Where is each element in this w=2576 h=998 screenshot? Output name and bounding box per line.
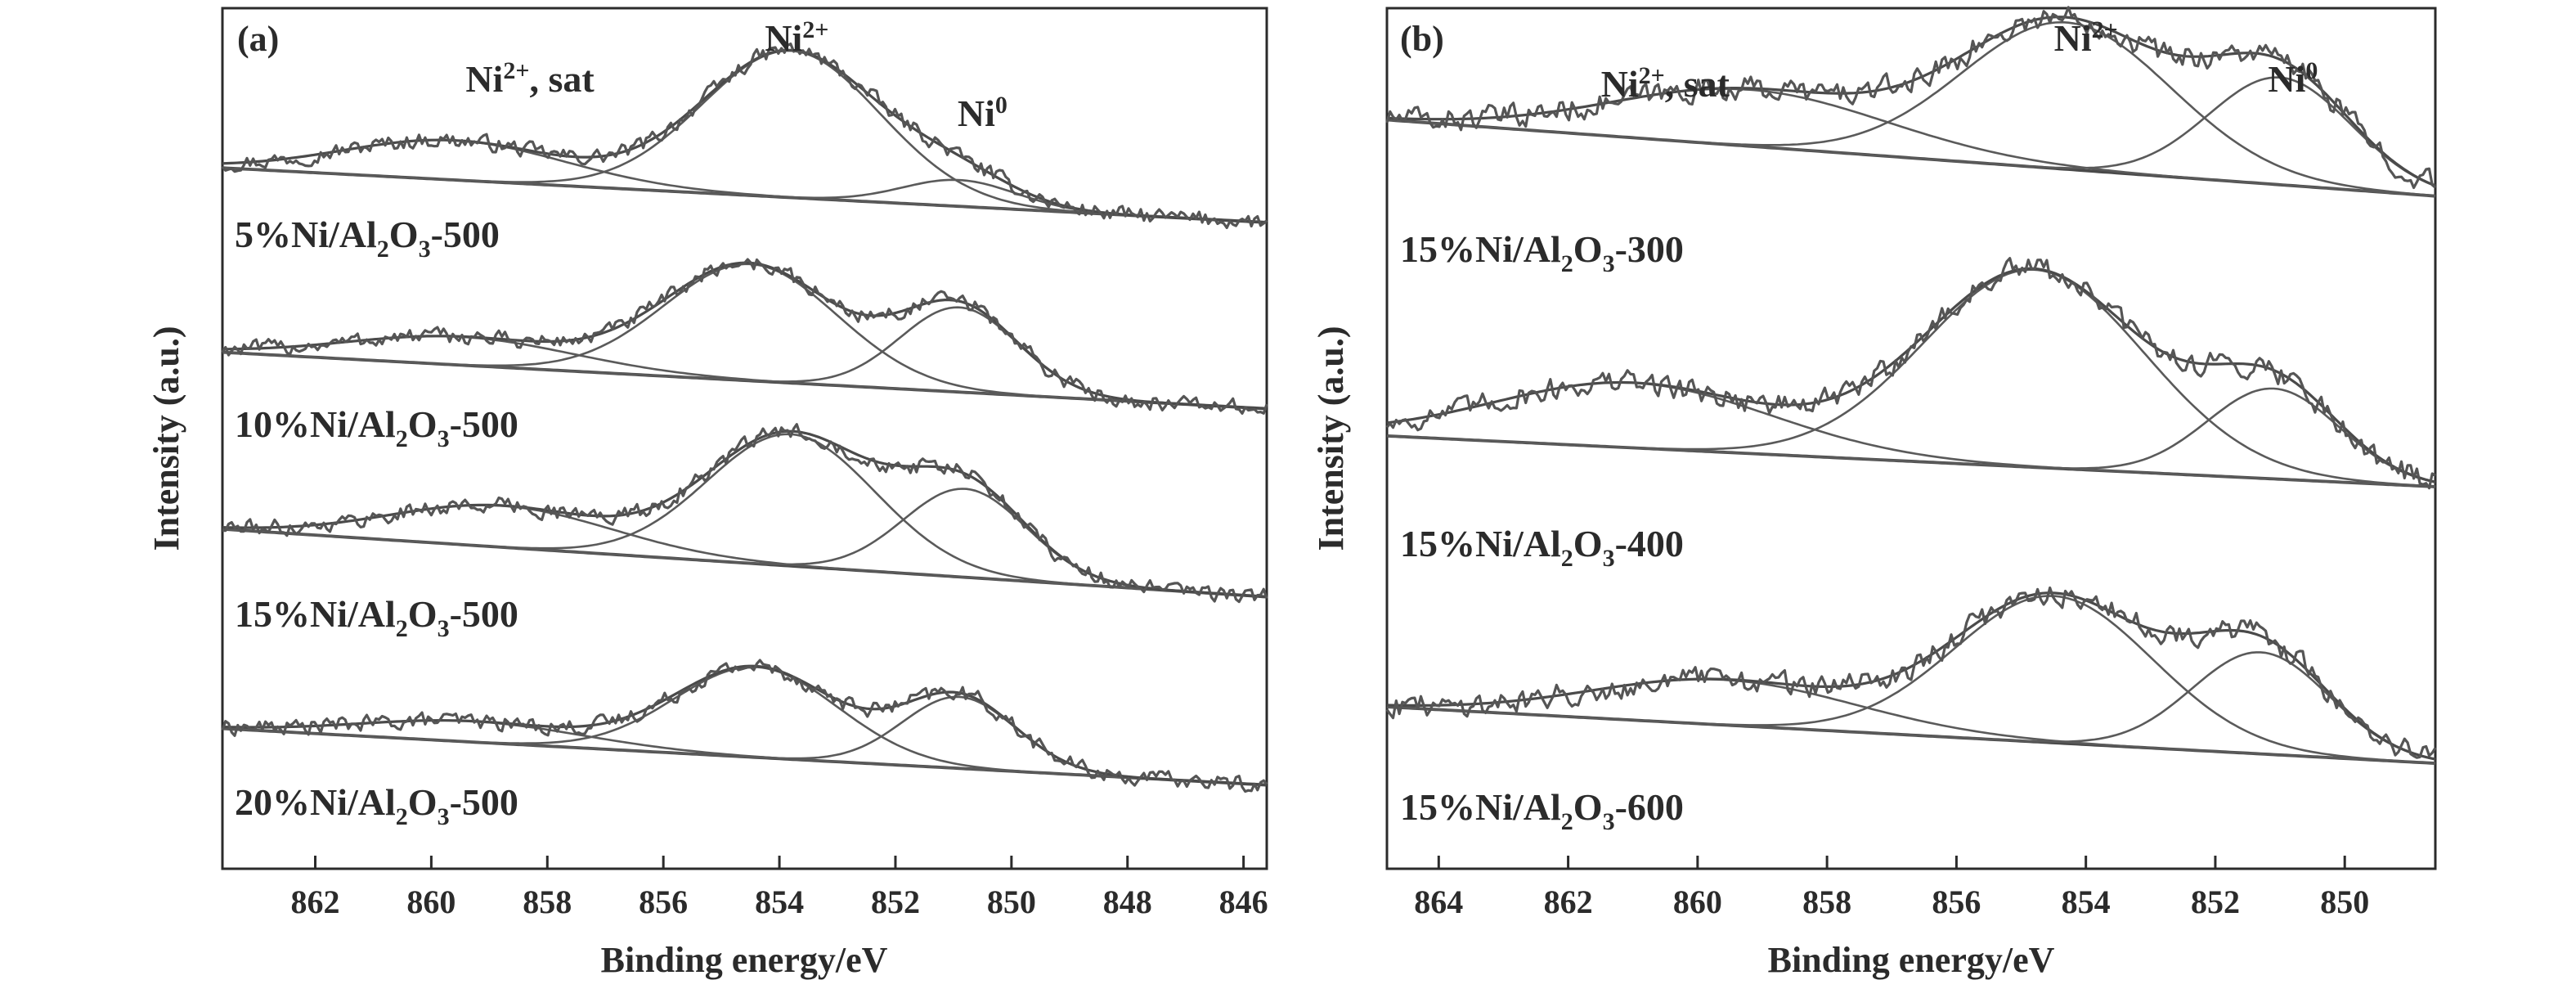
sample-label: 15%Ni/Al2O3-400 <box>1400 523 1684 572</box>
x-tick-label: 854 <box>2062 883 2111 920</box>
fit-component-line <box>1386 76 2436 187</box>
series-1 <box>221 258 1268 415</box>
x-tick-label: 852 <box>2191 883 2240 920</box>
fit-component-line <box>1386 88 2436 197</box>
sample-label: 15%Ni/Al2O3-600 <box>1400 786 1684 835</box>
panel-a-tick-labels: 862 860 858 856 854 852 850 848 846 <box>291 883 1268 920</box>
x-tick-label: 856 <box>1932 883 1981 920</box>
peak-label: Ni0 <box>2268 57 2318 100</box>
fit-component-line <box>222 138 1268 224</box>
raw-spectrum-line <box>1385 257 2436 490</box>
x-tick-label: 856 <box>639 883 688 920</box>
panel-b-sample-labels: 15%Ni/Al2O3-300 15%Ni/Al2O3-400 15%Ni/Al2O… <box>1400 228 1684 835</box>
panel-b-y-axis-title: Intensity (a.u.) <box>1311 326 1351 551</box>
series-0 <box>221 43 1268 229</box>
sample-label: 20%Ni/Al2O3-500 <box>235 781 518 830</box>
x-tick-label: 858 <box>1802 883 1851 920</box>
panel-a: (a) 862 860 858 856 854 852 850 848 846 Ni2+, sa… <box>146 7 1268 980</box>
peak-label: Ni2+, sat <box>1601 62 1730 105</box>
x-tick-label: 850 <box>987 883 1036 920</box>
panel-b-tag: (b) <box>1400 19 1444 59</box>
sample-label: 10%Ni/Al2O3-500 <box>235 403 518 452</box>
fit-envelope-line <box>222 261 1268 411</box>
fit-envelope-line <box>222 429 1268 599</box>
fit-envelope-line <box>1386 16 2436 187</box>
fit-component-line <box>222 665 1268 786</box>
fit-envelope-line <box>222 664 1268 787</box>
x-tick-label: 860 <box>1673 883 1722 920</box>
x-tick-label: 848 <box>1103 883 1152 920</box>
panel-a-y-axis-title: Intensity (a.u.) <box>146 326 186 551</box>
x-tick-label: 862 <box>291 883 340 920</box>
x-tick-label: 860 <box>406 883 456 920</box>
fit-component-line <box>1386 21 2436 197</box>
x-tick-label: 852 <box>871 883 920 920</box>
fit-envelope-line <box>1386 591 2436 761</box>
panel-b-traces <box>1385 6 2437 765</box>
panel-a-frame <box>221 7 1268 870</box>
raw-spectrum-line <box>1385 6 2437 190</box>
panel-b-ticks <box>1437 856 2346 869</box>
panel-b-tick-labels: 864 862 860 858 856 854 852 850 <box>1414 883 2369 920</box>
x-tick-label: 862 <box>1544 883 1593 920</box>
raw-spectrum-line <box>1385 586 2437 759</box>
peak-label: Ni2+ <box>2054 16 2118 59</box>
raw-spectrum-line <box>222 423 1268 604</box>
peak-label: Ni0 <box>958 92 1008 134</box>
x-tick-label: 864 <box>1414 883 1463 920</box>
series-3 <box>221 659 1268 793</box>
fit-envelope-line <box>1386 267 2436 483</box>
sample-label: 15%Ni/Al2O3-300 <box>1400 228 1684 277</box>
x-tick-label: 854 <box>755 883 804 920</box>
panel-b: (b) 864 862 860 858 856 854 852 850 Ni2+, satNi… <box>1311 6 2437 980</box>
fit-component-line <box>222 306 1268 410</box>
raw-spectrum-line <box>221 258 1268 415</box>
series-0 <box>1385 6 2437 198</box>
raw-spectrum-line <box>221 659 1268 793</box>
fit-component-line <box>222 49 1268 224</box>
peak-label: Ni2+, sat <box>465 57 595 100</box>
fit-component-line <box>1386 651 2436 761</box>
sample-label: 5%Ni/Al2O3-500 <box>235 214 500 263</box>
panel-b-frame <box>1385 7 2437 870</box>
fit-component-line <box>222 263 1268 410</box>
x-tick-label: 858 <box>523 883 572 920</box>
x-tick-label: 850 <box>2320 883 2369 920</box>
panel-a-peak-labels: Ni2+, sat Ni2+ Ni0 <box>465 16 1008 134</box>
panel-a-traces <box>221 43 1268 793</box>
panel-a-ticks <box>314 856 1245 869</box>
fit-component-line <box>1386 387 2436 483</box>
fit-component-line <box>222 504 1268 598</box>
panel-b-x-axis-title: Binding energy/eV <box>1768 940 2055 980</box>
series-1 <box>1385 257 2436 490</box>
fit-component-line <box>1386 678 2436 765</box>
panel-a-x-axis-title: Binding energy/eV <box>601 940 888 980</box>
sample-label: 15%Ni/Al2O3-500 <box>235 593 518 642</box>
series-2 <box>1385 586 2437 765</box>
series-2 <box>222 423 1268 604</box>
x-tick-label: 846 <box>1219 883 1268 920</box>
raw-spectrum-line <box>221 43 1268 229</box>
panel-b-peak-labels: Ni2+, sat Ni2+ Ni0 <box>1601 16 2318 105</box>
panel-a-tag: (a) <box>237 19 279 59</box>
panel-a-sample-labels: 5%Ni/Al2O3-500 10%Ni/Al2O3-500 15%Ni/Al2O3… <box>235 214 518 830</box>
peak-label: Ni2+ <box>765 16 828 59</box>
